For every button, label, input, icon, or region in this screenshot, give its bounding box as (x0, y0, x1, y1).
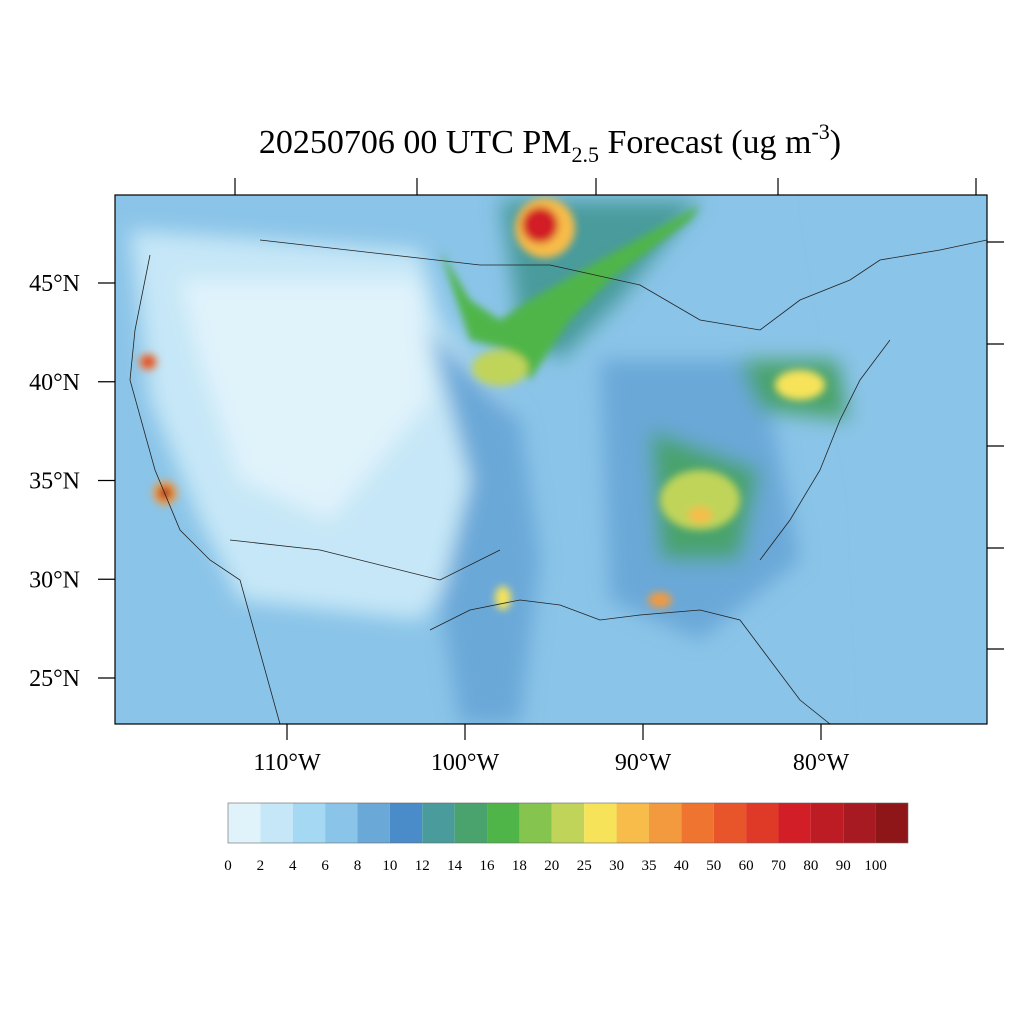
title-sub: 2.5 (572, 142, 600, 167)
colorbar-label: 10 (382, 858, 397, 874)
title: 20250706 00 UTC PM2.5 Forecast (ug m-3) (259, 119, 841, 167)
lon-label: 90°W (615, 750, 672, 776)
lon-label: 80°W (793, 750, 850, 776)
lat-label: 45°N (29, 271, 80, 297)
colorbar-label: 12 (415, 858, 430, 874)
colorbar-box (228, 803, 261, 843)
concentration-field (115, 195, 987, 724)
colorbar-box (778, 803, 811, 843)
colorbar-label: 2 (257, 858, 265, 874)
colorbar-label: 60 (739, 858, 754, 874)
colorbar-box (389, 803, 423, 843)
colorbar-box (648, 803, 682, 843)
colorbar-box (746, 803, 779, 843)
colorbar-label: 18 (512, 858, 527, 874)
colorbar-label: 0 (224, 858, 232, 874)
lat-label: 30°N (29, 567, 80, 593)
lat-label: 35°N (29, 469, 80, 495)
colorbar-label: 14 (447, 858, 463, 874)
colorbar-box (713, 803, 747, 843)
colorbar-box (292, 803, 326, 843)
colorbar-box (681, 803, 714, 843)
colorbar-label: 8 (354, 858, 362, 874)
title-sup: -3 (811, 119, 829, 144)
lat-label: 25°N (29, 666, 80, 692)
colorbar-label: 70 (771, 858, 786, 874)
colorbar-label: 80 (803, 858, 818, 874)
lon-label: 110°W (253, 750, 321, 776)
colorbar-box (325, 803, 358, 843)
colorbar-label: 16 (480, 858, 496, 874)
colorbar-label: 25 (577, 858, 592, 874)
title-end: ) (830, 124, 841, 161)
title-main: 20250706 00 UTC PM (259, 124, 572, 161)
colorbar-box (616, 803, 649, 843)
colorbar-label: 20 (544, 858, 559, 874)
colorbar-label: 50 (706, 858, 721, 874)
colorbar-label: 90 (836, 858, 851, 874)
colorbar-label: 40 (674, 858, 689, 874)
frame-ticks (234, 178, 1004, 650)
colorbar-box (357, 803, 390, 843)
lat-label: 40°N (29, 370, 80, 396)
colorbar-label: 4 (289, 858, 297, 874)
colorbar-label: 6 (321, 858, 329, 874)
colorbar-box (422, 803, 455, 843)
title-mid: Forecast (ug m (599, 124, 811, 161)
colorbar-box (487, 803, 520, 843)
colorbar-box (843, 803, 876, 843)
colorbar-box (551, 803, 585, 843)
colorbar-box (260, 803, 293, 843)
colorbar-label: 30 (609, 858, 624, 874)
colorbar-box (519, 803, 552, 843)
lon-label: 100°W (431, 750, 500, 776)
colorbar-box (875, 803, 908, 843)
colorbar-frame (227, 802, 909, 844)
colorbar-label: 100 (864, 858, 887, 874)
map-frame (114, 194, 988, 725)
colorbar-box (584, 803, 617, 843)
colorbar-box (810, 803, 844, 843)
colorbar-box (454, 803, 488, 843)
colorbar-label: 35 (641, 858, 656, 874)
